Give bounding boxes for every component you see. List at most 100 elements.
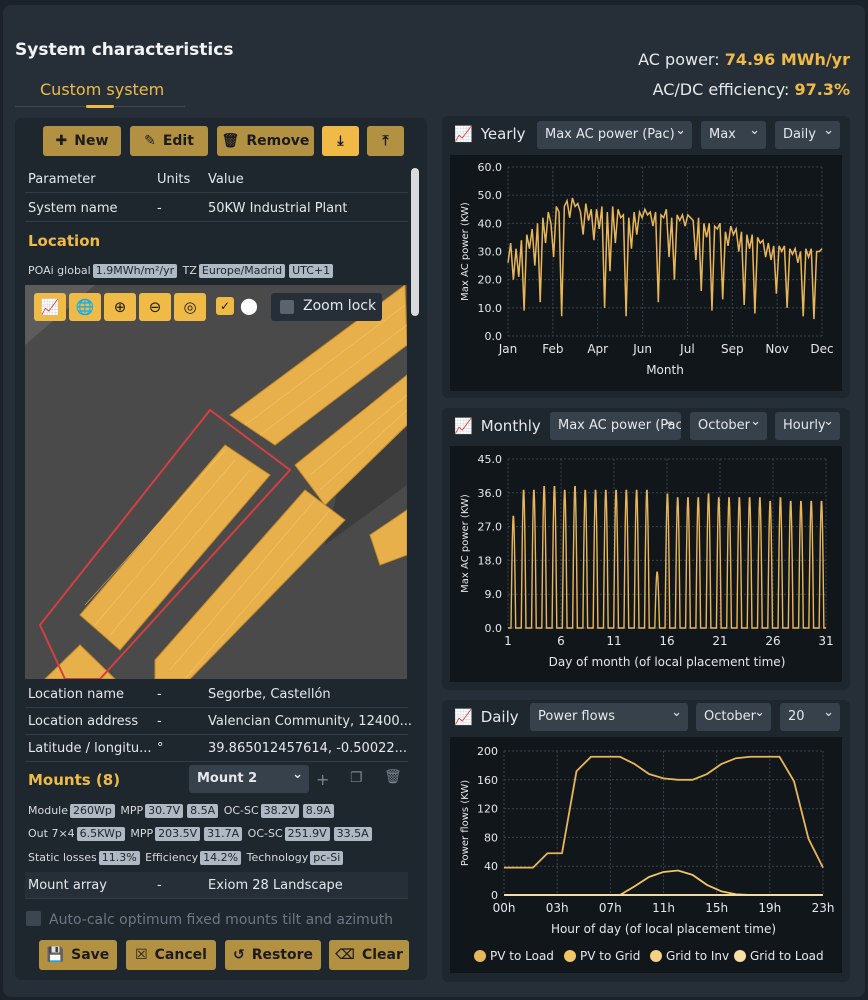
daily-day-select[interactable]: 20 (780, 703, 840, 731)
x-tick-label: Sep (721, 342, 744, 356)
x-tick-label: 23h (812, 901, 835, 915)
zoom-out-icon: ⊖ (148, 298, 162, 316)
zoom-lock-label: Zoom lock (303, 298, 377, 314)
yearly-period-select[interactable]: Daily (775, 121, 840, 149)
chart-icon: 📈 (454, 125, 473, 143)
globe-button[interactable]: 🌐 (69, 293, 101, 321)
location-heading: Location (28, 232, 101, 250)
y-tick-label: 160 (477, 774, 498, 787)
target-icon: ◎ (183, 298, 197, 316)
x-tick-label: 26 (765, 634, 780, 648)
y-tick-label: 80 (484, 831, 498, 844)
copy-mount-icon[interactable]: ❐ (350, 770, 363, 786)
x-tick-label: 1 (504, 634, 512, 648)
map-view[interactable]: 📈 🌐 ⊕ ⊖ ◎ ✓ ⬤ Zoom lock (25, 285, 407, 679)
add-mount-icon[interactable]: + (316, 770, 330, 789)
yearly-agg-select[interactable]: Max (701, 121, 766, 149)
zoom-out-button[interactable]: ⊖ (139, 293, 171, 321)
yearly-title: Yearly (480, 125, 526, 143)
row-units: - (157, 878, 162, 893)
mounts-heading: Mounts (8) (28, 771, 121, 789)
row-units: - (157, 714, 162, 729)
restore-button[interactable]: ↺ Restore (225, 940, 321, 970)
edit-button[interactable]: ✎ Edit (130, 126, 208, 156)
table-header: Parameter Units Value (25, 166, 408, 193)
new-button[interactable]: ✚ New (43, 126, 121, 156)
row-units: ° (157, 741, 164, 756)
table-row[interactable]: Latitude / longitu... ° 39.865012457614, -… (25, 735, 408, 762)
daily-month-select[interactable]: October (696, 703, 771, 731)
zoom-lock-checkbox[interactable] (280, 300, 294, 314)
table-scrollbar[interactable] (411, 168, 419, 316)
daily-title: Daily (480, 708, 519, 726)
legend-label: Grid to Inv (666, 949, 729, 963)
mount-select[interactable]: Mount 2 (189, 765, 309, 793)
efficiency-stat: AC/DC efficiency: 97.3% (652, 80, 850, 99)
x-tick-label: 03h (546, 901, 569, 915)
mount-output-line: Out 7×4 6.5KWp MPP 203.5V 31.7A OC-SC 251.9V… (28, 827, 374, 841)
tab-custom-system[interactable]: Custom system (40, 80, 165, 99)
upload-button[interactable]: ⤒ (367, 126, 404, 156)
monthly-resolution-select[interactable]: Hourly (775, 412, 840, 440)
row-units: - (157, 201, 162, 216)
download-button[interactable]: ⤓ (322, 126, 359, 156)
row-value: Valencian Community, 12400... (208, 714, 413, 729)
monthly-plot: 0.0 9.0 18.0 27.0 36.0 45.0 1 6 11 16 21 26 31 Day of… (450, 446, 842, 682)
cancel-button[interactable]: ☒ Cancel (126, 940, 216, 970)
target-button[interactable]: ◎ (174, 293, 206, 321)
save-button[interactable]: 💾 Save (39, 940, 117, 970)
y-tick-label: 30.0 (478, 246, 503, 259)
legend-marker (474, 950, 486, 962)
check-icon: ✓ (219, 299, 231, 313)
y-tick-label: 27.0 (478, 521, 503, 534)
x-tick-label: Nov (765, 342, 788, 356)
legend-marker (564, 950, 576, 962)
mount-losses-line: Static losses 11.3% Efficiency 14.2% Techn… (28, 851, 345, 865)
bottom-actions: 💾 Save ☒ Cancel ↺ Restore ⌫ Clear (39, 940, 409, 970)
delete-mount-icon[interactable]: 🗑 (384, 769, 402, 785)
table-row[interactable]: System name - 50KW Industrial Plant (25, 195, 408, 222)
zoom-in-button[interactable]: ⊕ (104, 293, 136, 321)
x-tick-label: 31 (818, 634, 833, 648)
restore-icon: ↺ (232, 947, 245, 963)
monthly-metric-select[interactable]: Max AC power (Pac) (550, 412, 681, 440)
daily-header: 📈 Daily (454, 708, 519, 726)
y-tick-label: 36.0 (478, 487, 503, 500)
row-units: - (157, 687, 162, 702)
chart-map-button[interactable]: 📈 (34, 293, 66, 321)
monthly-header: 📈 Monthly (454, 417, 541, 435)
pin-checkbox[interactable]: ✓ (216, 297, 234, 315)
y-tick-label: 40.0 (478, 217, 503, 230)
clear-button[interactable]: ⌫ Clear (329, 940, 409, 970)
remove-button[interactable]: 🗑 Remove (217, 126, 314, 156)
ac-power-stat: AC power: 74.96 MWh/yr (638, 50, 850, 69)
x-tick-label: 11h (652, 901, 675, 915)
col-units: Units (157, 172, 191, 187)
zoom-lock-toggle[interactable]: Zoom lock (271, 293, 382, 321)
daily-metric-select[interactable]: Power flows (530, 703, 688, 731)
table-row[interactable]: Mount array - Exiom 28 Landscape (25, 872, 408, 899)
x-tick-label: Jun (632, 342, 652, 356)
daily-chart: 0 40 80 120 160 200 00h 03h 07h 11h 15h 19h 23h Hour … (460, 745, 835, 963)
autocalc-checkbox[interactable] (26, 911, 41, 926)
row-label: System name (28, 201, 118, 216)
pin-icon: ⬤ (240, 296, 258, 315)
y-tick-label: 60.0 (478, 161, 503, 174)
legend-label: PV to Grid (580, 949, 640, 963)
row-value: 50KW Industrial Plant (208, 201, 348, 216)
table-row[interactable]: Location name - Segorbe, Castellón (25, 681, 408, 708)
system-toolbar: ✚ New ✎ Edit 🗑 Remove ⤓ ⤒ (43, 126, 404, 156)
legend-label: PV to Load (490, 949, 554, 963)
yearly-plot: 0.0 10.0 20.0 30.0 40.0 50.0 60.0 Jan Feb Apr Jun J… (450, 155, 842, 391)
row-value: Exiom 28 Landscape (208, 878, 343, 893)
series-line (507, 197, 823, 320)
table-row[interactable]: Location address - Valencian Community, 12… (25, 708, 412, 735)
legend-marker (734, 950, 746, 962)
y-tick-label: 0 (491, 889, 498, 902)
mount-table: Mount array - Exiom 28 Landscape (25, 872, 408, 900)
monthly-month-select[interactable]: October (690, 412, 767, 440)
y-tick-label: 45.0 (478, 453, 503, 466)
row-label: Mount array (28, 878, 107, 893)
yearly-metric-select[interactable]: Max AC power (Pac) (537, 121, 692, 149)
autocalc-label: Auto-calc optimum fixed mounts tilt and … (49, 912, 394, 928)
